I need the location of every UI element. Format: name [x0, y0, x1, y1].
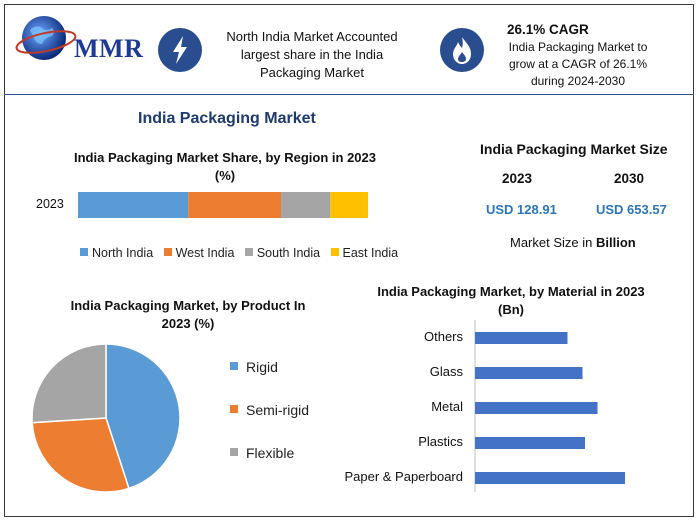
- legend-semi-rigid: Semi-rigid: [230, 402, 309, 418]
- material-label-paper: Paper & Paperboard: [344, 469, 463, 484]
- cagr-title: 26.1% CAGR: [507, 22, 589, 37]
- material-bar-glass: [475, 367, 583, 379]
- region-legend: North India West India South India East …: [80, 246, 398, 260]
- market-size-note: Market Size in Billion: [510, 235, 636, 250]
- main-title: India Packaging Market: [138, 110, 316, 127]
- market-size-title: India Packaging Market Size: [480, 141, 668, 157]
- pie-slice-flexible: [31, 343, 107, 424]
- brand-logo-text: MMR: [74, 34, 144, 63]
- region-segment-north-india: [78, 192, 189, 218]
- legend-west-india: West India: [163, 246, 234, 260]
- region-stacked-bar: [78, 192, 368, 218]
- region-year-label: 2023: [36, 197, 64, 211]
- material-label-metal: Metal: [431, 399, 463, 414]
- legend-flexible: Flexible: [230, 445, 294, 461]
- legend-south-india: South India: [244, 246, 320, 260]
- globe-logo-icon: [15, 16, 77, 60]
- material-bar-others: [475, 332, 568, 344]
- legend-north-india: North India: [80, 246, 153, 260]
- header-divider: [4, 94, 694, 95]
- material-bar-chart: [474, 320, 625, 492]
- product-chart-title: India Packaging Market, by Product In 20…: [70, 298, 306, 331]
- material-label-others: Others: [423, 329, 463, 344]
- material-bar-paper-paperboard: [475, 472, 625, 484]
- year-2030: 2030: [614, 171, 645, 186]
- year-2023: 2023: [502, 171, 533, 186]
- value-2030: USD 653.57: [596, 202, 667, 217]
- pie-slice-semi-rigid: [31, 417, 130, 493]
- legend-rigid: Rigid: [230, 359, 278, 375]
- region-segment-south-india: [281, 192, 331, 218]
- cagr-description: India Packaging Market to grow at a CAGR…: [508, 40, 648, 88]
- region-segment-east-india: [330, 192, 368, 218]
- region-chart-title: India Packaging Market Share, by Region …: [74, 150, 376, 183]
- material-label-glass: Glass: [429, 364, 463, 379]
- value-2023: USD 128.91: [486, 202, 557, 217]
- legend-east-india: East India: [330, 246, 398, 260]
- material-bar-plastics: [475, 437, 585, 449]
- flame-icon: [440, 28, 484, 72]
- lightning-icon: [158, 28, 202, 72]
- north-india-fact: North India Market Accounted largest sha…: [226, 29, 398, 80]
- material-bar-metal: [475, 402, 598, 414]
- product-pie-chart: [31, 343, 181, 493]
- region-segment-west-india: [188, 192, 281, 218]
- pie-slice-rigid: [105, 343, 181, 490]
- material-chart-title: India Packaging Market, by Material in 2…: [377, 284, 645, 317]
- material-label-plastics: Plastics: [418, 434, 463, 449]
